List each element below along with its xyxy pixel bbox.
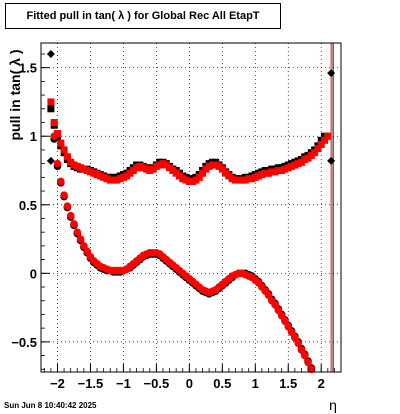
data-point-circle — [284, 322, 293, 331]
data-point-circle — [76, 235, 85, 243]
data-point-square — [63, 153, 71, 161]
data-point-square — [195, 173, 203, 181]
y-axis-label: pull in tan( λ ) — [7, 50, 23, 141]
data-point-square — [50, 119, 58, 127]
data-point-square — [218, 165, 226, 173]
data-point-square — [57, 139, 65, 147]
data-point-diamond — [327, 156, 336, 165]
data-point-circle — [287, 328, 296, 337]
data-point-circle — [307, 365, 316, 374]
x-tick-label: −2 — [50, 376, 65, 391]
data-point-square — [314, 145, 322, 153]
data-point-circle — [73, 228, 82, 236]
data-point-square — [311, 149, 319, 157]
grid — [41, 43, 341, 372]
x-tick-label: 0.5 — [213, 376, 231, 391]
data-point-circle — [304, 358, 312, 367]
data-point-circle — [274, 306, 283, 315]
x-tick-label: −0.5 — [144, 376, 170, 391]
data-point-circle — [277, 311, 286, 320]
data-point-square — [199, 169, 207, 177]
data-point-square — [317, 140, 325, 148]
data-point-circle — [50, 132, 58, 141]
y-tick-label: −0.5 — [11, 335, 37, 350]
data-point-circle — [80, 242, 88, 250]
data-point-square — [321, 136, 329, 144]
data-point-circle — [297, 346, 306, 354]
data-point-circle — [294, 339, 302, 348]
x-tick-label: −1 — [116, 376, 131, 391]
chart-marks — [46, 43, 336, 374]
data-point-circle — [66, 211, 75, 220]
y-tick-label: 0 — [30, 266, 37, 281]
y-tick-label: 1 — [30, 129, 37, 144]
data-point-circle — [56, 177, 65, 186]
data-point-circle — [281, 317, 289, 326]
data-point-circle — [60, 191, 68, 199]
data-point-circle — [271, 301, 279, 309]
y-tick-label: 1.5 — [19, 61, 37, 76]
data-point-circle — [300, 351, 309, 360]
data-point-diamond — [46, 49, 55, 58]
data-point-circle — [53, 159, 62, 168]
data-point-circle — [70, 220, 78, 228]
chart-title-box: Fitted pull in tan( λ ) for Global Rec A… — [5, 3, 281, 29]
data-point-square — [53, 129, 61, 137]
plot-frame — [40, 42, 342, 373]
x-tick-label: 1.5 — [279, 376, 297, 391]
data-point-square — [47, 98, 55, 106]
data-point-circle — [83, 247, 91, 256]
data-point-diamond — [46, 156, 55, 165]
axes: −2 −1.5 −1 −0.5 0 0.5 1 1.5 2 −0.5 0 0.5 1 1.5 — [11, 53, 335, 391]
data-point-square — [60, 146, 68, 154]
x-tick-label: 0 — [186, 376, 193, 391]
data-point-circle — [291, 333, 299, 342]
x-tick-label: 2 — [318, 376, 325, 391]
data-point-square — [47, 105, 55, 113]
x-tick-label: −1.5 — [78, 376, 104, 391]
data-point-circle — [63, 202, 72, 210]
chart-title: Fitted pull in tan( λ ) for Global Rec A… — [26, 10, 260, 22]
x-axis-label: η — [329, 397, 337, 413]
data-point-diamond — [327, 69, 336, 78]
data-point-square — [324, 132, 332, 140]
x-tick-label: 1 — [252, 376, 259, 391]
timestamp: Sun Jun 8 10:40:42 2025 — [4, 401, 97, 410]
y-tick-label: 0.5 — [19, 198, 37, 213]
data-point-circle — [264, 291, 273, 300]
